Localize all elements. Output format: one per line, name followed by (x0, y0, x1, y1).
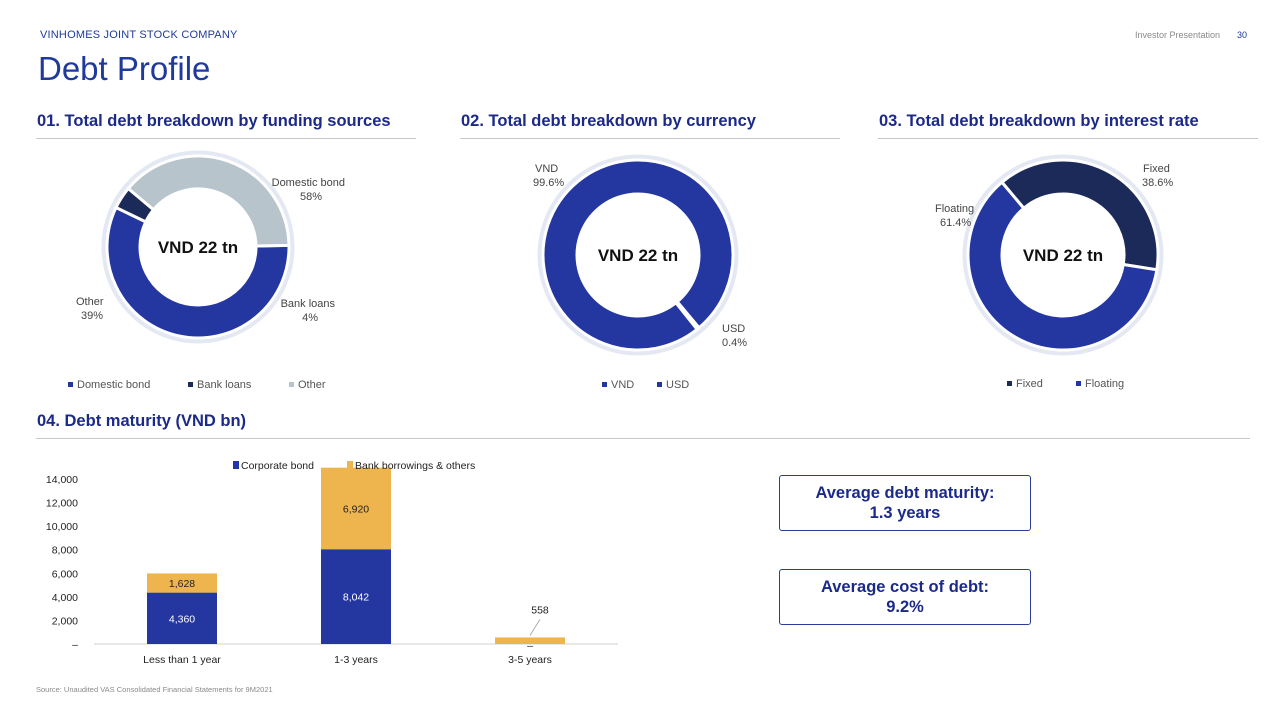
legend-label-corporate-bond: Corporate bond (241, 460, 314, 472)
y-tick-label: 10,000 (46, 521, 78, 533)
slice-vnd (541, 158, 735, 352)
x-tick-label: Less than 1 year (143, 654, 221, 666)
data-label-corporate-bond: – (527, 640, 533, 652)
y-tick-label: 4,000 (52, 592, 78, 604)
section-divider (460, 138, 840, 139)
avg-cost-of-debt-card: Average cost of debt: 9.2% (779, 569, 1031, 625)
legend-marker-bank-borrowings-others (347, 461, 353, 469)
data-label-bank-borrowings-others: 6,920 (343, 503, 369, 515)
legend-label-other: Other (298, 379, 326, 391)
y-tick-label: 12,000 (46, 498, 78, 510)
bar-corporate-bond-less-than-1-year (147, 592, 217, 644)
section-title-maturity: 04. Debt maturity (VND bn) (37, 412, 247, 430)
legend-marker-vnd (602, 382, 607, 387)
slice-value-fixed: 38.6% (1142, 177, 1173, 189)
page-number: 30 (1236, 30, 1247, 40)
legend-label-fixed: Fixed (1016, 378, 1043, 390)
slice-label-fixed: Fixed (1143, 163, 1170, 175)
legend-marker-domestic-bond (68, 382, 73, 387)
source-note: Source: Unaudited VAS Consolidated Finan… (36, 685, 273, 694)
donut-glow (962, 154, 1164, 356)
section-divider (36, 438, 1250, 439)
slice-label-floating: Floating (935, 203, 974, 215)
y-tick-label: 2,000 (52, 615, 78, 627)
donut-glow (101, 150, 295, 344)
bar-bank-borrowings-others-less-than-1-year (147, 573, 217, 593)
legend-label-vnd: VND (611, 379, 634, 391)
slice-label-vnd: VND (535, 163, 558, 175)
data-label-leader (529, 619, 541, 636)
slice-value-bank-loans: 4% (302, 312, 318, 324)
section-title-currency: 02. Total debt breakdown by currency (461, 112, 756, 130)
slice-domestic-bond (105, 205, 291, 340)
section-divider (36, 138, 416, 139)
legend-label-bank-borrowings-others: Bank borrowings & others (355, 460, 475, 472)
data-label-corporate-bond: 8,042 (343, 592, 369, 604)
legend-label-usd: USD (666, 379, 689, 391)
section-title-interest-rate: 03. Total debt breakdown by interest rat… (879, 112, 1199, 130)
section-title-funding: 01. Total debt breakdown by funding sour… (37, 112, 391, 130)
avg-debt-maturity-card: Average debt maturity: 1.3 years (779, 475, 1031, 531)
bar-bank-borrowings-others-3-5-years (495, 637, 565, 644)
slice-fixed (999, 158, 1160, 272)
avg-cost-of-debt-value: 9.2% (886, 598, 924, 616)
slice-other (126, 154, 291, 248)
slice-label-domestic-bond: Domestic bond (272, 177, 345, 189)
slice-value-domestic-bond: 58% (300, 191, 322, 203)
section-divider (878, 138, 1258, 139)
donut-center-label: VND 22 tn (598, 246, 678, 265)
legend-label-bank-loans: Bank loans (197, 379, 252, 391)
legend-marker-usd (657, 382, 662, 387)
avg-debt-maturity-value: 1.3 years (869, 504, 941, 522)
slice-label-other: Other (76, 296, 104, 308)
avg-debt-maturity-label: Average debt maturity: (815, 484, 995, 502)
page-title: Debt Profile (38, 50, 211, 87)
slice-value-vnd: 99.6% (533, 177, 564, 189)
legend-marker-other (289, 382, 294, 387)
y-tick-label: 6,000 (52, 568, 78, 580)
slice-floating (966, 180, 1159, 352)
legend-marker-bank-loans (188, 382, 193, 387)
legend-label-floating: Floating (1085, 378, 1124, 390)
legend-marker-fixed (1007, 381, 1012, 386)
y-tick-label: 8,000 (52, 545, 78, 557)
x-tick-label: 1-3 years (334, 654, 378, 666)
legend-marker-floating (1076, 381, 1081, 386)
legend-marker-corporate-bond (233, 461, 239, 469)
slice-value-floating: 61.4% (940, 217, 971, 229)
avg-cost-of-debt-label: Average cost of debt: (820, 578, 990, 596)
presentation-label: Investor Presentation (1134, 30, 1220, 40)
data-label-bank-borrowings-others: 1,628 (169, 578, 195, 590)
slice-value-usd: 0.4% (722, 337, 747, 349)
slice-label-bank-loans: Bank loans (281, 298, 336, 310)
donut-center-label: VND 22 tn (158, 238, 238, 257)
donut-glow (537, 154, 739, 356)
data-label-corporate-bond: 4,360 (169, 613, 195, 625)
data-label-bank-borrowings-others: 558 (531, 604, 549, 616)
legend-label-domestic-bond: Domestic bond (77, 379, 150, 391)
bar-corporate-bond-1-3-years (321, 549, 391, 644)
y-tick-label: 14,000 (46, 474, 78, 486)
slice-label-usd: USD (722, 323, 745, 335)
x-tick-label: 3-5 years (508, 654, 552, 666)
slice-usd (673, 299, 702, 332)
y-tick-label: – (72, 639, 78, 651)
slice-value-other: 39% (81, 310, 103, 322)
donut-center-label: VND 22 tn (1023, 246, 1103, 265)
company-name: VINHOMES JOINT STOCK COMPANY (40, 29, 238, 41)
bar-bank-borrowings-others-1-3-years (321, 467, 391, 550)
